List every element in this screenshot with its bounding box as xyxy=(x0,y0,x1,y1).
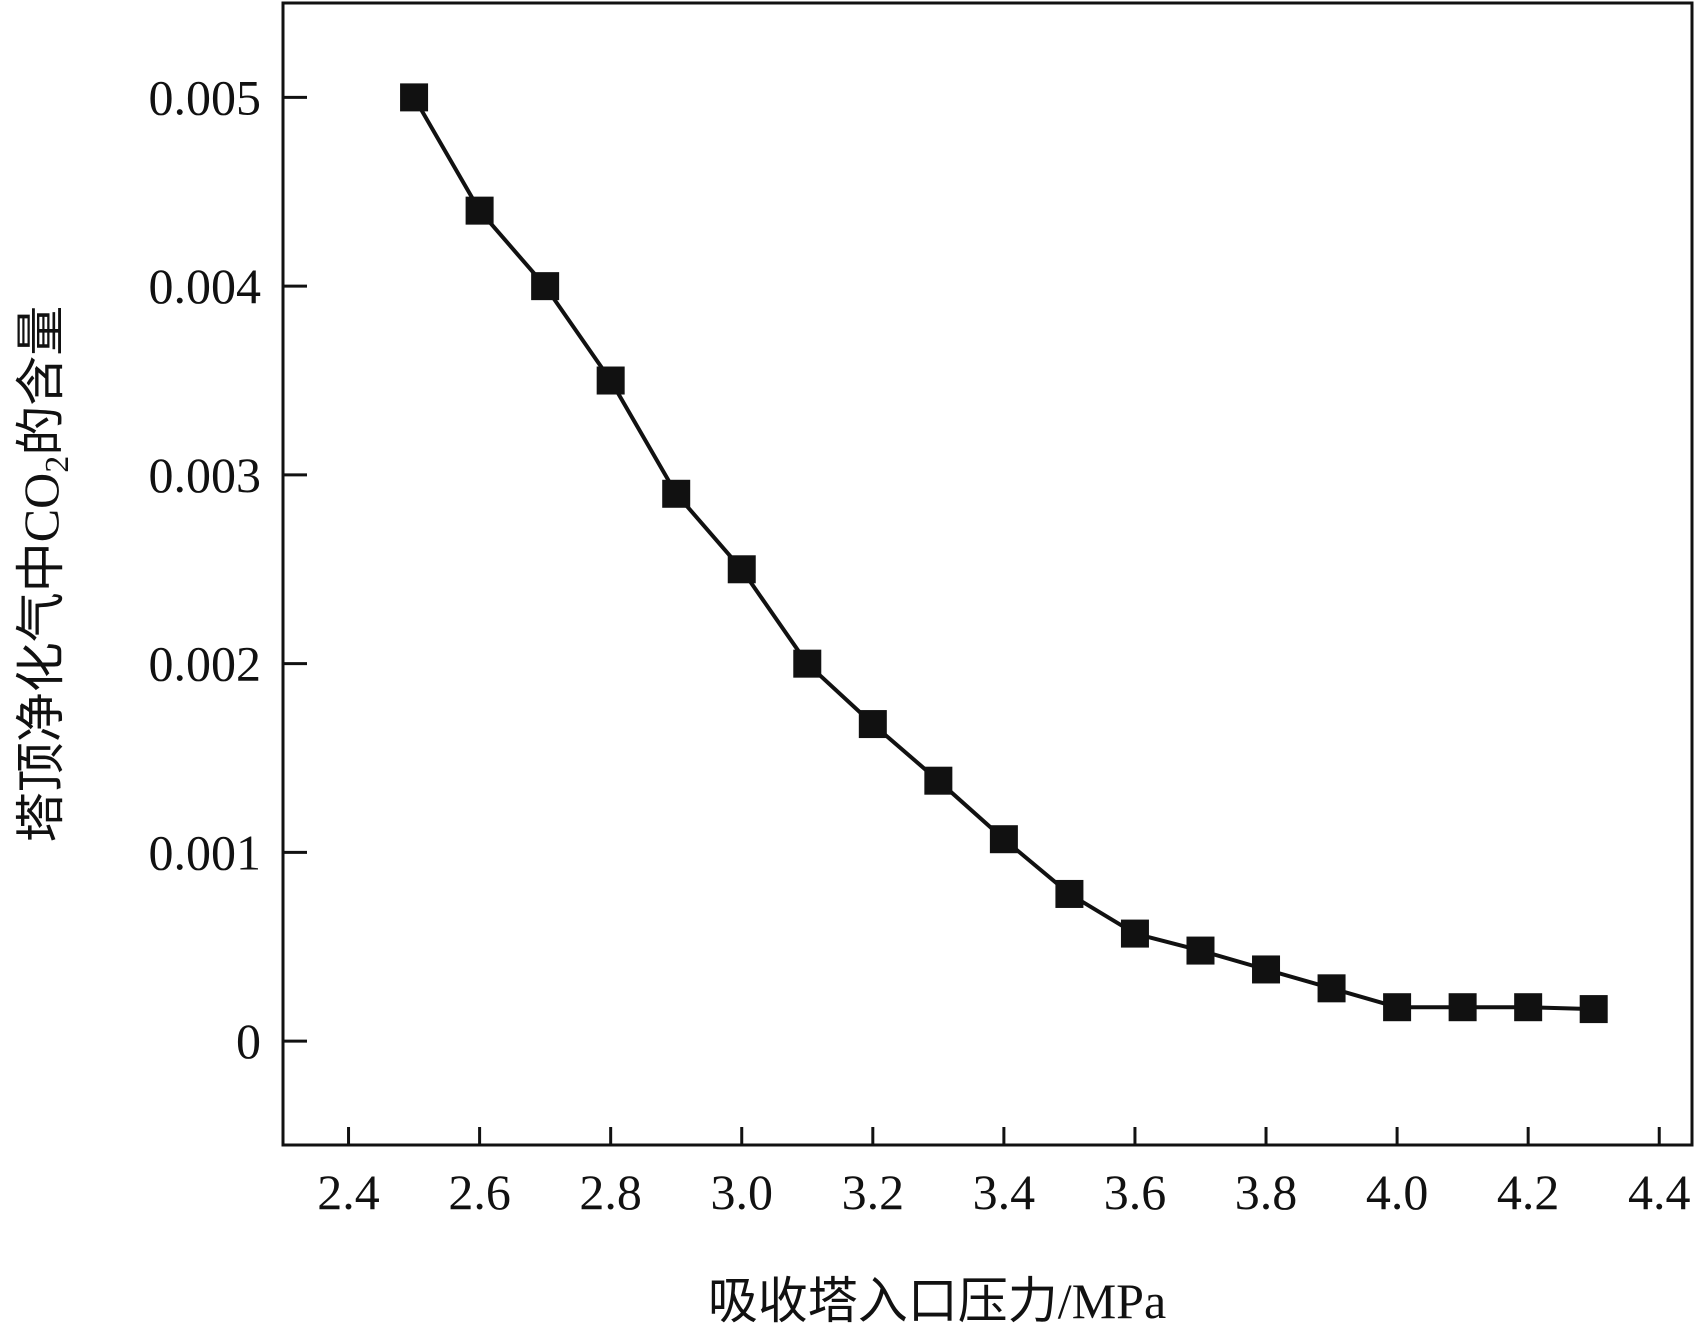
x-tick-label: 2.8 xyxy=(579,1164,642,1220)
x-tick-label: 4.4 xyxy=(1628,1164,1691,1220)
data-point-marker xyxy=(1186,936,1215,965)
data-point-marker xyxy=(1514,993,1543,1022)
y-axis-title-subscript: 2 xyxy=(39,456,76,473)
data-point-marker xyxy=(662,479,691,508)
data-point-marker xyxy=(793,649,822,678)
y-tick-label: 0.001 xyxy=(149,824,262,880)
y-axis-title: 塔顶净化气中CO2的含量 xyxy=(13,306,76,842)
data-point-marker xyxy=(1579,995,1608,1024)
data-point-marker xyxy=(924,766,953,795)
data-point-marker xyxy=(1055,879,1084,908)
y-axis: 0 0.001 0.002 0.003 0.004 0.005 xyxy=(149,69,307,1069)
x-tick-label: 3.6 xyxy=(1104,1164,1167,1220)
y-tick-label: 0 xyxy=(236,1013,261,1069)
x-tick-label: 3.4 xyxy=(973,1164,1036,1220)
y-tick-label: 0.003 xyxy=(149,447,262,503)
data-point-marker xyxy=(989,825,1018,854)
data-point-marker xyxy=(465,196,494,225)
data-point-marker xyxy=(858,710,887,739)
data-point-marker xyxy=(400,83,429,112)
y-axis-title-main: 塔顶净化气中CO xyxy=(13,473,69,842)
data-point-marker xyxy=(1252,955,1281,984)
series-line xyxy=(412,96,1594,1012)
x-tick-label: 3.8 xyxy=(1235,1164,1298,1220)
data-point-marker xyxy=(727,555,756,584)
x-axis-title: 吸收塔入口压力/MPa xyxy=(708,1273,1166,1329)
y-tick-label: 0.002 xyxy=(149,636,262,692)
x-tick-label: 4.0 xyxy=(1366,1164,1429,1220)
series-layer xyxy=(400,83,1608,1024)
x-tick-label: 3.2 xyxy=(842,1164,905,1220)
data-point-marker xyxy=(1448,993,1477,1022)
x-tick-label: 4.2 xyxy=(1497,1164,1560,1220)
data-point-marker xyxy=(531,272,560,301)
data-point-marker xyxy=(596,366,625,395)
x-tick-label: 3.0 xyxy=(710,1164,773,1220)
x-tick-label: 2.4 xyxy=(317,1164,380,1220)
data-point-marker xyxy=(1383,993,1412,1022)
data-point-marker xyxy=(1317,974,1346,1003)
data-point-marker xyxy=(1120,919,1149,948)
x-tick-label: 2.6 xyxy=(448,1164,511,1220)
y-axis-title-tail: 的含量 xyxy=(13,306,69,456)
y-tick-label: 0.004 xyxy=(149,258,262,314)
x-axis: 2.4 2.6 2.8 3.0 3.2 3.4 3.6 3.8 4.0 4.2 4.4 xyxy=(317,1127,1690,1220)
plot-frame xyxy=(281,1,1694,1147)
y-tick-label: 0.005 xyxy=(149,69,262,125)
